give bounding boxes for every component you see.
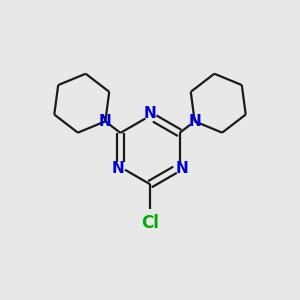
Text: N: N	[144, 106, 156, 121]
Text: N: N	[176, 161, 188, 176]
Text: N: N	[188, 114, 201, 129]
Text: N: N	[112, 161, 124, 176]
Text: N: N	[99, 114, 112, 129]
Text: Cl: Cl	[141, 214, 159, 232]
